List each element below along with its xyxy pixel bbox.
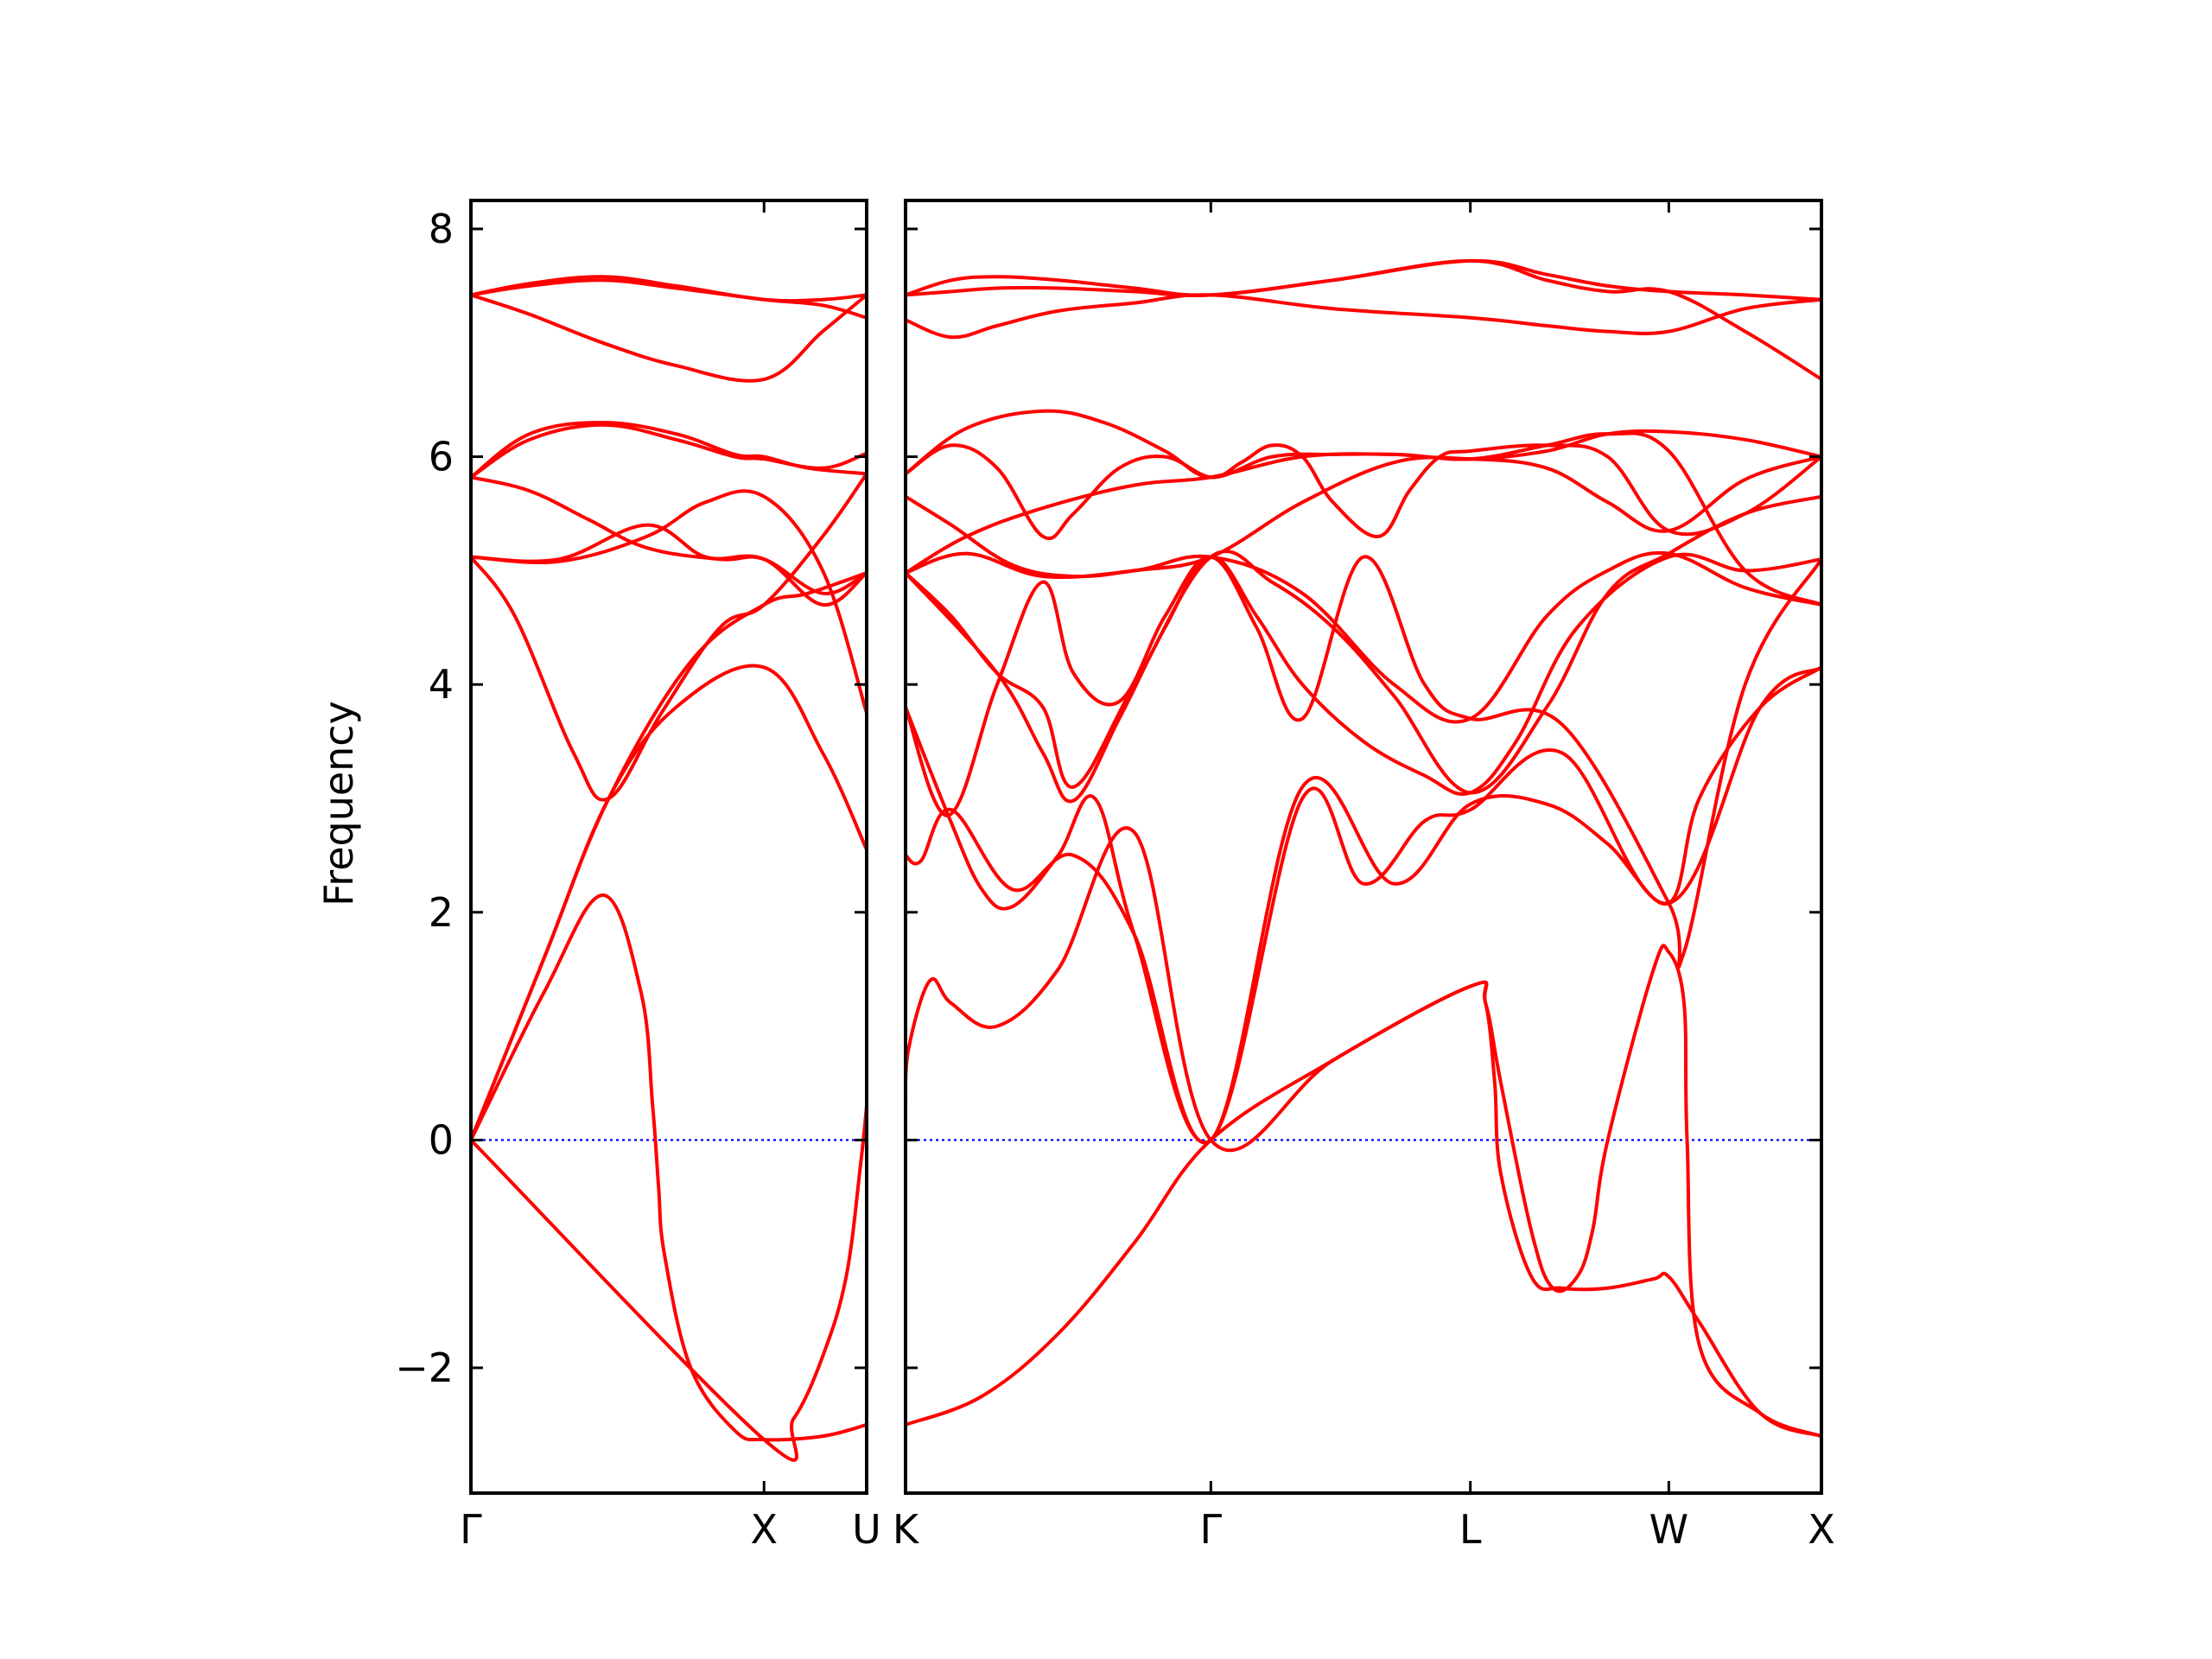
band-line (471, 664, 867, 1142)
band-line (906, 454, 1821, 579)
panel-frame (469, 199, 868, 1495)
band-line (471, 1103, 867, 1462)
band-line (471, 278, 867, 320)
band-line (471, 421, 867, 480)
x-tick-label: X (751, 1506, 779, 1553)
y-tick-label: −2 (395, 1344, 454, 1391)
band-line (906, 665, 1821, 1145)
band-line (906, 826, 1821, 1439)
band-line (906, 494, 1821, 795)
y-tick-label: 0 (429, 1116, 454, 1163)
band-line (471, 489, 867, 715)
x-tick-label: Γ (1200, 1506, 1223, 1553)
band-line (906, 550, 1821, 724)
band-line (906, 552, 1821, 804)
band-line (471, 571, 867, 1142)
band-line (906, 443, 1821, 540)
x-tick-label: U (852, 1506, 881, 1553)
band-line (471, 293, 867, 383)
y-tick-label: 2 (429, 889, 454, 936)
band-line (906, 980, 1821, 1439)
panel-gamma-x-u: −2 0 2 4 6 8 Γ X U (395, 199, 881, 1553)
band-line (471, 523, 867, 607)
band-line (906, 293, 1821, 340)
band-line (906, 258, 1821, 302)
band-line (906, 258, 1821, 381)
band-line (471, 893, 867, 1442)
x-tick-label: W (1649, 1506, 1688, 1553)
band-line (471, 475, 867, 595)
x-tick-label: X (1808, 1506, 1835, 1553)
x-tick-label: L (1459, 1506, 1482, 1553)
y-tick-label: 8 (429, 206, 454, 252)
panel-frame (904, 199, 1823, 1495)
x-tick-label: Γ (460, 1506, 482, 1553)
x-tick-label: K (893, 1506, 920, 1553)
band-line (906, 431, 1821, 607)
band-line (906, 555, 1821, 969)
band-line (906, 665, 1821, 1145)
band-line (471, 472, 867, 802)
band-line (471, 275, 867, 303)
y-axis-label: Frequency (315, 701, 362, 906)
band-line (906, 409, 1821, 480)
band-line (471, 423, 867, 480)
y-tick-label: 4 (429, 661, 454, 708)
y-tick-label: 6 (429, 434, 454, 480)
